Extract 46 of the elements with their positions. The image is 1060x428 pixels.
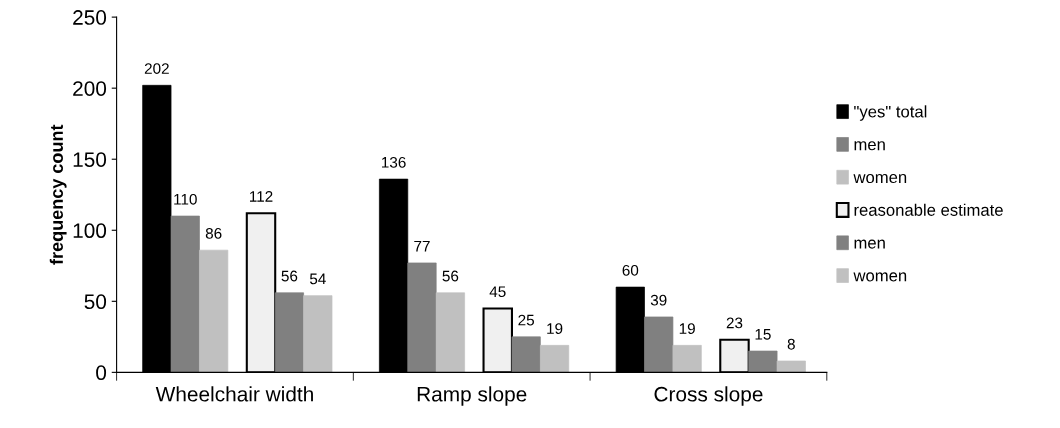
data-label: 56 [442, 270, 459, 282]
bar [776, 360, 806, 373]
x-tick-label: Cross slope [654, 386, 763, 406]
data-label: 56 [281, 270, 298, 282]
bar [672, 345, 702, 373]
data-label: 136 [382, 156, 406, 168]
y-axis-title: frequency count [49, 124, 67, 265]
data-label: 86 [205, 227, 222, 239]
data-label: 8 [787, 338, 795, 350]
legend-label: women [853, 272, 907, 282]
data-label: 15 [755, 329, 771, 340]
data-label: 112 [249, 191, 273, 202]
bar [199, 249, 229, 373]
legend-label: men [854, 239, 885, 249]
data-label: 202 [144, 63, 169, 74]
bar [748, 350, 778, 373]
data-label: 77 [414, 240, 430, 252]
legend-label: women [853, 173, 907, 184]
bar [540, 345, 570, 373]
data-label: 60 [622, 264, 639, 276]
bar [644, 316, 674, 373]
bar [170, 215, 200, 373]
y-tick-label: 200 [73, 81, 107, 96]
y-tick-label: 150 [73, 152, 107, 167]
bar [407, 262, 437, 373]
data-label: 110 [174, 193, 197, 205]
bar [303, 295, 333, 373]
data-label: 39 [650, 294, 667, 306]
data-label: 45 [489, 286, 506, 298]
bar [435, 292, 465, 373]
y-tick-label: 250 [73, 10, 107, 25]
legend-label: reasonable estimate [854, 203, 1003, 216]
data-label: 19 [679, 323, 695, 335]
data-label: 23 [726, 317, 743, 329]
legend-label: men [854, 141, 885, 151]
y-tick-label: 100 [73, 223, 107, 239]
legend-label: "yes" total [854, 105, 927, 121]
data-label: 25 [518, 314, 535, 326]
bar [511, 336, 541, 373]
y-tick-label: 0 [96, 365, 107, 381]
x-tick-label: Ramp slope [417, 386, 527, 406]
data-label: 54 [309, 273, 326, 285]
data-label: 19 [547, 323, 563, 335]
x-tick-label: Wheelchair width [155, 386, 313, 402]
bar [274, 292, 304, 373]
y-tick-label: 50 [84, 294, 107, 310]
